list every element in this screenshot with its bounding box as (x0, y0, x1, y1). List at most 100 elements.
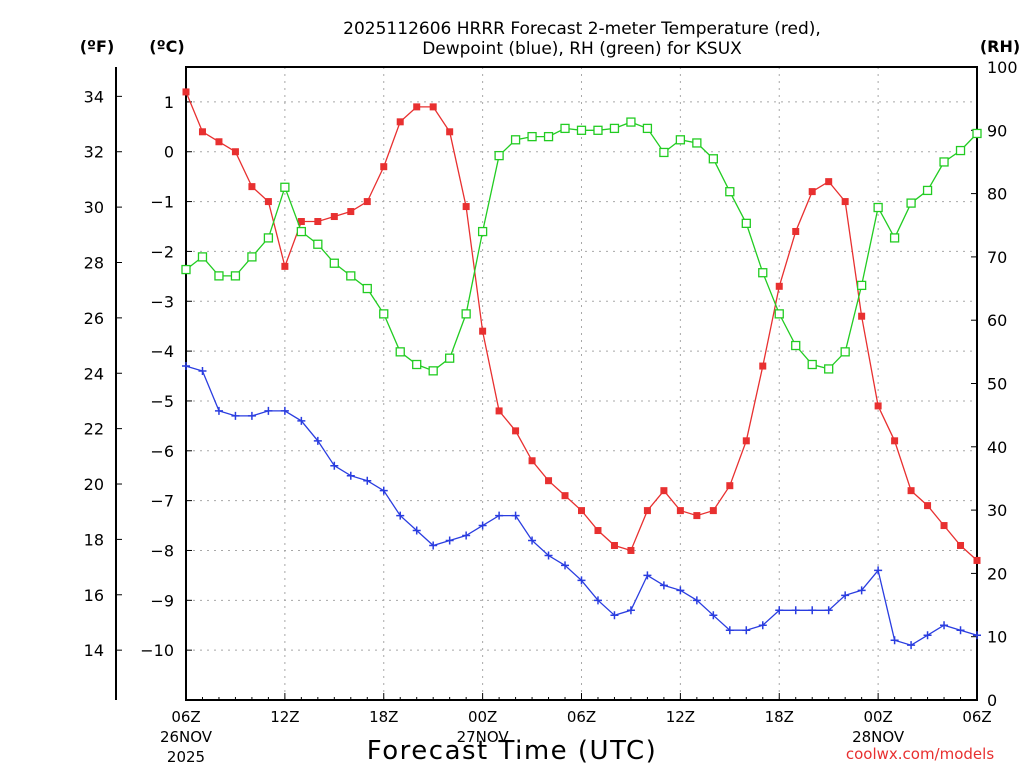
rh-tick-label: 40 (987, 438, 1007, 457)
time-tick-label: 00Z (863, 708, 892, 726)
rh-point (692, 138, 702, 148)
dewpoint-point (758, 621, 767, 630)
temperature-point (264, 198, 272, 206)
temperature-point (347, 208, 355, 216)
time-tick-label: 12Z (270, 708, 299, 726)
temperature-point (792, 227, 800, 235)
rh-tick-label: 0 (987, 691, 997, 710)
dewpoint-point (445, 536, 454, 545)
dewpoint-point (923, 631, 932, 640)
dewpoint-point (379, 486, 388, 495)
dewpoint-point (412, 526, 421, 535)
temperature-point (479, 327, 487, 335)
fahrenheit-tick-label: 18 (84, 530, 104, 549)
rh-tick-label: 20 (987, 564, 1007, 583)
dewpoint-point (214, 406, 223, 415)
celsius-tick-label: −7 (150, 492, 174, 511)
temperature-point (726, 482, 734, 490)
rh-point (461, 309, 471, 319)
temperature-point (396, 118, 404, 126)
fahrenheit-tick-label: 16 (84, 586, 104, 605)
rh-point (856, 280, 867, 291)
dewpoint-point (363, 476, 372, 485)
temperature-point (495, 407, 503, 415)
rh-point (477, 226, 488, 237)
fahrenheit-tick-label: 28 (84, 253, 104, 272)
rh-point (741, 218, 751, 229)
rh-point (642, 123, 653, 134)
dewpoint-point (198, 367, 207, 376)
time-tick-label: 06Z (171, 708, 200, 726)
temperature-point (643, 507, 651, 515)
temperature-point (429, 103, 437, 111)
rh-point (263, 233, 274, 243)
dewpoint-point (956, 626, 965, 635)
temperature-point (742, 437, 750, 445)
fahrenheit-tick-label: 14 (84, 641, 104, 660)
dewpoint-point (511, 511, 520, 520)
rh-point (280, 182, 290, 192)
rh-point (197, 252, 208, 262)
series-rh (181, 117, 982, 376)
rh-unit-label: (RH) (980, 37, 1020, 56)
rh-point (313, 239, 323, 249)
temperature-point (231, 148, 239, 156)
dewpoint-point (610, 611, 619, 620)
rh-tick-label: 50 (987, 375, 1007, 394)
dewpoint-point (940, 621, 949, 630)
dewpoint-point (330, 461, 339, 470)
fahrenheit-tick-label: 24 (84, 364, 104, 383)
dewpoint-point (297, 416, 306, 425)
dewpoint-point (429, 541, 438, 550)
rh-point (362, 283, 372, 294)
rh-point (296, 226, 307, 237)
rh-point (412, 359, 422, 370)
dewpoint-point (725, 626, 734, 635)
date-tick-label: 26NOV (160, 728, 213, 746)
fahrenheit-tick-label: 26 (84, 309, 104, 328)
rh-point (840, 347, 850, 357)
celsius-tick-label: −10 (140, 641, 174, 660)
chart-title-line1: 2025112606 HRRR Forecast 2-meter Tempera… (343, 19, 821, 39)
celsius-tick-label: 0 (164, 143, 174, 162)
dewpoint-point (561, 561, 570, 570)
dewpoint-point (280, 406, 289, 415)
rh-point (346, 271, 356, 281)
rh-tick-label: 70 (987, 248, 1007, 267)
series-temperature (182, 88, 981, 564)
rh-point (543, 131, 554, 142)
dewpoint-point (808, 606, 817, 615)
dewpoint-point (626, 606, 635, 615)
temperature-point (907, 487, 915, 495)
temperature-point (198, 128, 206, 136)
temperature-point (841, 198, 849, 206)
temperature-point (775, 282, 783, 290)
rh-point (609, 123, 620, 134)
dewpoint-point (791, 606, 800, 615)
celsius-tick-label: −1 (150, 193, 174, 212)
rh-point (527, 131, 537, 142)
rh-tick-label: 80 (987, 185, 1007, 204)
rh-point (807, 359, 817, 370)
dewpoint-point (593, 596, 602, 605)
dewpoint-point (544, 551, 553, 560)
time-tick-label: 18Z (369, 708, 398, 726)
dewpoint-point (742, 626, 751, 635)
dewpoint-line (185, 365, 978, 646)
dewpoint-point (462, 531, 471, 540)
temperature-point (561, 492, 569, 500)
dewpoint-point (528, 536, 537, 545)
fahrenheit-tick-label: 32 (84, 143, 104, 162)
rh-point (510, 135, 521, 145)
rh-point (626, 117, 636, 127)
temperature-point (924, 502, 932, 510)
rh-tick-label: 60 (987, 311, 1007, 330)
dewpoint-point (676, 586, 685, 595)
celsius-tick-label: −5 (150, 392, 174, 411)
rh-point (247, 252, 257, 262)
rh-point (675, 135, 686, 145)
temperature-point (314, 218, 322, 226)
temperature-point (660, 487, 668, 495)
rh-point (791, 340, 801, 351)
gridlines (186, 67, 977, 700)
